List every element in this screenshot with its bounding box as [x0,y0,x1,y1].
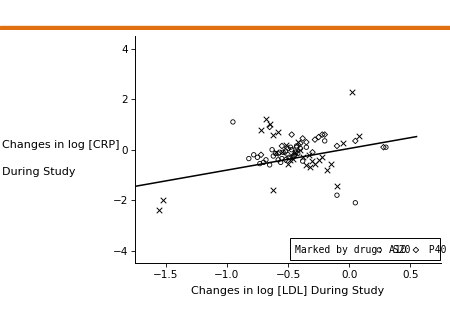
Point [250,152,257,157]
Point [319,155,326,160]
Point [297,141,304,146]
Point [327,161,334,166]
Point [257,127,265,132]
Point [278,156,285,161]
X-axis label: Changes in log [LDL] During Study: Changes in log [LDL] During Study [191,286,385,296]
Point [287,157,294,162]
Point [292,150,299,155]
Point [309,158,316,164]
Point [303,145,310,150]
Point [333,143,341,148]
Point [282,142,289,147]
Point [309,150,316,155]
Point [270,154,277,159]
Text: www.medscape.com: www.medscape.com [165,6,285,19]
Point [256,161,263,166]
Point [260,160,267,165]
Point [230,119,237,125]
Point [303,139,310,145]
Point [356,133,363,138]
Text: Source: Heart Dis © 2003 Lippincott Williams & Wilkins: Source: Heart Dis © 2003 Lippincott Will… [106,306,344,315]
Point [339,141,346,146]
Point [266,162,273,167]
Point [311,161,319,166]
Point [272,151,279,156]
Point [245,156,252,161]
Point [333,184,341,189]
Point [279,150,287,155]
Text: During Study: During Study [2,167,76,177]
Point [270,188,277,193]
Point [382,145,390,150]
Point [412,247,419,252]
Point [274,157,282,162]
Point [288,132,295,137]
Point [449,247,450,252]
Text: Medscape®: Medscape® [11,6,89,19]
Point [352,138,359,144]
Point [380,145,387,150]
Point [284,161,292,166]
Point [270,132,277,137]
Point [293,143,300,148]
Point [272,150,279,155]
Text: Changes in log [CRP]: Changes in log [CRP] [2,140,120,150]
Point [293,145,300,150]
Point [262,157,270,162]
Point [294,151,302,156]
Point [277,160,284,165]
Point [376,247,383,252]
Text: Marked by drug: A10: Marked by drug: A10 [295,245,413,255]
Point [292,150,299,155]
Bar [0,26,450,30]
Point [348,89,355,94]
Point [315,135,322,140]
Point [303,162,310,167]
Point [333,193,341,198]
Point [257,152,265,157]
Point [299,155,306,160]
Point [311,137,319,142]
Point [262,117,270,122]
Point [299,136,306,141]
Point [306,165,314,170]
Point [266,124,273,129]
Point [160,198,167,203]
Text: S20: S20 [387,245,416,255]
Point [305,152,312,157]
Point [297,147,304,152]
Point [288,147,295,152]
Point [315,157,322,162]
Point [282,148,289,154]
Point [254,155,261,160]
Point [321,132,328,137]
Point [324,167,331,173]
Point [299,158,306,164]
Text: P40: P40 [423,245,450,255]
Point [282,157,289,162]
Point [278,150,285,155]
Point [289,156,297,161]
Point [287,145,294,150]
Point [294,139,302,145]
Point [274,151,282,156]
Point [266,122,273,127]
Point [284,146,292,151]
Point [289,155,297,160]
Point [286,155,293,160]
Bar [290,238,440,260]
Point [156,208,163,213]
Point [291,152,298,157]
Point [284,152,292,157]
Point [319,132,326,137]
Point [278,143,285,148]
Point [352,200,359,205]
Point [274,129,282,135]
Point [291,154,298,159]
Point [297,146,304,151]
Point [269,147,276,152]
Point [321,138,328,144]
